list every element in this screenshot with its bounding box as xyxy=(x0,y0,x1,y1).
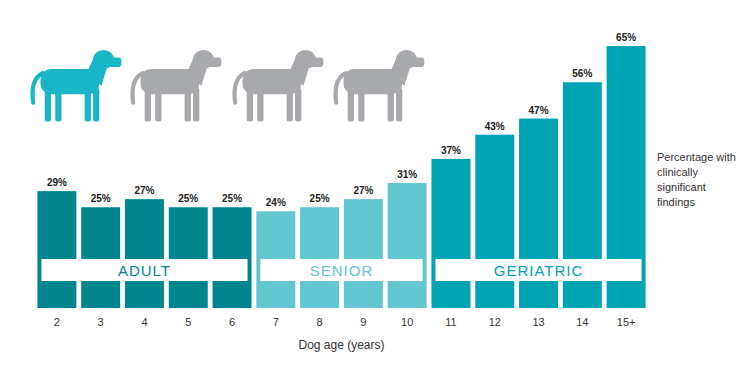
dog-leg xyxy=(348,88,354,122)
x-tick-label: 2 xyxy=(54,316,60,328)
dog-leg xyxy=(295,88,301,122)
dog-leg xyxy=(93,88,99,122)
bar xyxy=(169,207,208,308)
bar xyxy=(431,159,470,308)
dog-icon xyxy=(235,50,324,121)
data-label: 43% xyxy=(485,121,505,132)
x-tick-label: 7 xyxy=(273,316,279,328)
x-tick-label: 9 xyxy=(360,316,366,328)
x-tick-label: 6 xyxy=(229,316,235,328)
x-tick-label: 11 xyxy=(445,316,456,328)
data-label: 65% xyxy=(616,32,636,43)
chart: 29% 25% 27% 25% 25% 24% 25% 27% 31% 37% 43% 47% 56% 6… xyxy=(0,0,751,366)
data-label: 27% xyxy=(134,185,154,196)
data-label: 56% xyxy=(572,68,592,79)
dog-ear xyxy=(295,53,302,71)
x-tick-label: 14 xyxy=(576,316,588,328)
dog-leg xyxy=(388,88,394,122)
dog-ear xyxy=(93,53,100,71)
dog-icon xyxy=(336,50,425,121)
data-label: 25% xyxy=(178,193,198,204)
x-tick-label: 5 xyxy=(185,316,191,328)
dog-leg xyxy=(55,88,61,122)
data-label: 37% xyxy=(441,145,461,156)
bar xyxy=(125,199,164,308)
bar xyxy=(344,199,383,308)
dog-leg xyxy=(45,88,51,122)
dog-icon xyxy=(33,50,122,121)
x-tick-label: 3 xyxy=(98,316,104,328)
dog-ear xyxy=(396,53,403,71)
bar xyxy=(213,207,252,308)
data-label: 25% xyxy=(91,193,111,204)
x-tick-label: 12 xyxy=(489,316,501,328)
dog-leg xyxy=(185,88,191,122)
dog-snout xyxy=(206,57,222,66)
bar xyxy=(388,183,427,308)
x-tick-label: 4 xyxy=(141,316,147,328)
dog-ear xyxy=(193,53,200,71)
data-label: 25% xyxy=(310,193,330,204)
x-tick-label: 15+ xyxy=(617,316,636,328)
dog-leg xyxy=(287,88,293,122)
group-label: ADULT xyxy=(118,262,171,279)
group-band xyxy=(260,259,422,281)
measure-label: Percentage with clinically significant f… xyxy=(657,150,737,210)
dog-icon xyxy=(133,50,222,121)
bar xyxy=(300,207,339,308)
bar xyxy=(37,191,76,308)
dog-leg xyxy=(396,88,402,122)
x-tick-label: 13 xyxy=(532,316,544,328)
dog-leg xyxy=(193,88,199,122)
bars xyxy=(37,46,645,308)
dog-leg xyxy=(155,88,161,122)
dog-snout xyxy=(106,57,122,66)
data-label: 24% xyxy=(266,197,286,208)
data-label: 47% xyxy=(529,105,549,116)
group-band xyxy=(435,259,641,281)
group-band xyxy=(41,259,247,281)
group-label: GERIATRIC xyxy=(494,262,584,279)
data-label: 29% xyxy=(47,177,67,188)
dog-leg xyxy=(257,88,263,122)
data-label: 27% xyxy=(353,185,373,196)
x-axis-label: Dog age (years) xyxy=(298,338,384,352)
dog-leg xyxy=(247,88,253,122)
x-tick-label: 8 xyxy=(317,316,323,328)
x-tick-label: 10 xyxy=(401,316,413,328)
dog-snout xyxy=(409,57,425,66)
bar xyxy=(475,135,514,308)
dog-leg xyxy=(358,88,364,122)
group-label: SENIOR xyxy=(310,262,374,279)
data-label: 31% xyxy=(397,169,417,180)
dog-leg xyxy=(145,88,151,122)
dog-snout xyxy=(308,57,324,66)
bar xyxy=(81,207,120,308)
data-label: 25% xyxy=(222,193,242,204)
dog-leg xyxy=(85,88,91,122)
